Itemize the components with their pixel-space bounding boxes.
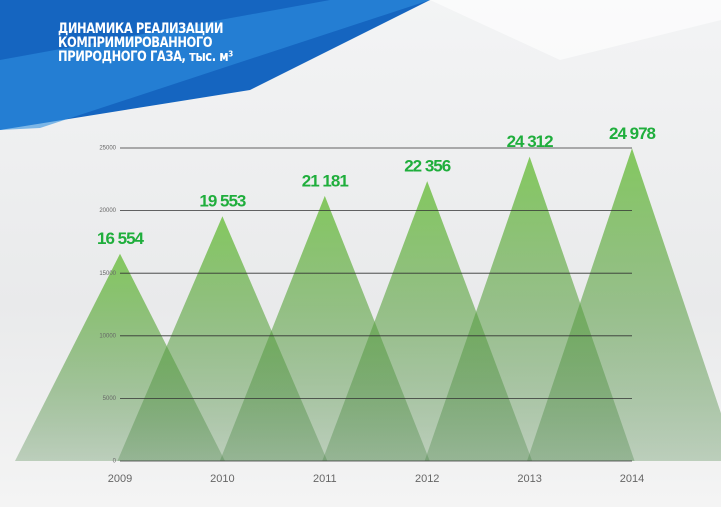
value-label: 22 356 bbox=[404, 157, 451, 176]
value-label: 21 181 bbox=[302, 171, 349, 190]
x-tick-label: 2009 bbox=[108, 473, 132, 485]
x-tick-label: 2011 bbox=[313, 473, 337, 485]
x-tick-label: 2014 bbox=[620, 473, 644, 485]
value-label: 19 553 bbox=[199, 192, 246, 211]
banner-light bbox=[430, 0, 721, 60]
chart: 0500010000150002000025000200916 55420101… bbox=[0, 0, 721, 507]
value-label: 24 312 bbox=[507, 132, 554, 151]
y-tick-label: 5000 bbox=[103, 396, 117, 402]
y-tick-label: 10000 bbox=[99, 333, 116, 339]
slide: 0500010000150002000025000200916 55420101… bbox=[0, 0, 721, 507]
y-tick-label: 15000 bbox=[99, 271, 116, 277]
x-tick-label: 2012 bbox=[415, 473, 439, 485]
y-tick-label: 20000 bbox=[99, 208, 116, 214]
value-label: 16 554 bbox=[97, 229, 145, 248]
y-tick-label: 25000 bbox=[99, 146, 116, 152]
x-tick-label: 2010 bbox=[210, 473, 234, 485]
chart-title: ДИНАМИКА РЕАЛИЗАЦИИ КОМПРИМИРОВАННОГО ПР… bbox=[58, 22, 279, 64]
value-label: 24 978 bbox=[609, 124, 656, 143]
x-tick-label: 2013 bbox=[517, 473, 541, 485]
